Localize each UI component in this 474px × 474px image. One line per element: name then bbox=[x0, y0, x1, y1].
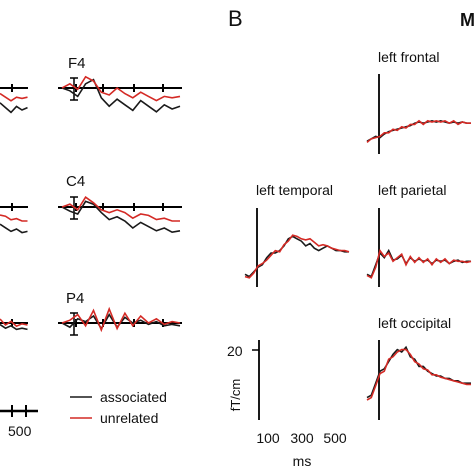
region-label-left-parietal: left parietal bbox=[378, 182, 446, 198]
series-line-c4-unrelated bbox=[61, 196, 180, 222]
region-label-left-occipital: left occipital bbox=[378, 315, 451, 331]
panel-label-clipped: M bbox=[460, 10, 474, 30]
scale-x-tick-label-100: 100 bbox=[256, 430, 280, 446]
series-line-f4-associated bbox=[61, 78, 181, 113]
region-plot-left-temporal: left temporal bbox=[244, 182, 350, 287]
series-line-f4-unrelated bbox=[61, 75, 181, 102]
channel-label-c4: C4 bbox=[66, 173, 85, 190]
panel-a-x-tick-label: 500 bbox=[8, 423, 32, 439]
series-line-left-temporal-associated bbox=[244, 235, 349, 278]
clipped-channel-plots bbox=[0, 84, 28, 331]
region-label-left-temporal: left temporal bbox=[256, 182, 333, 198]
panel-a: F4 C4 P4 500 bbox=[0, 55, 182, 439]
series-line-left-temporal-unrelated bbox=[244, 234, 350, 279]
region-label-left-frontal: left frontal bbox=[378, 49, 439, 65]
legend-label-unrelated: unrelated bbox=[100, 410, 158, 426]
clipped-series-line-0-unrelated bbox=[0, 92, 28, 102]
channel-label-p4: P4 bbox=[66, 290, 84, 307]
clipped-series-line-2-unrelated bbox=[0, 318, 28, 328]
panel-label-b: B bbox=[228, 6, 243, 31]
scale-x-axis-label: ms bbox=[293, 453, 312, 469]
series-line-left-parietal-unrelated bbox=[366, 248, 472, 279]
channel-plot-p4: P4 bbox=[58, 290, 182, 336]
scale-x-tick-label-500: 500 bbox=[323, 430, 347, 446]
series-line-left-frontal-unrelated bbox=[366, 119, 471, 144]
panel-b: left frontal left temporal left parietal… bbox=[227, 49, 472, 469]
clipped-series-line-1-unrelated bbox=[0, 214, 28, 222]
scale-y-axis-label: fT/cm bbox=[228, 379, 243, 412]
series-line-p4-unrelated bbox=[61, 306, 181, 333]
region-plot-left-frontal: left frontal bbox=[366, 49, 471, 154]
channel-plot-c4: C4 bbox=[58, 173, 182, 234]
series-line-c4-associated bbox=[61, 200, 181, 234]
legend: associated unrelated bbox=[70, 389, 167, 426]
region-plot-left-parietal: left parietal bbox=[366, 182, 472, 287]
series-line-left-parietal-associated bbox=[366, 248, 471, 278]
clipped-series-line-1-associated bbox=[0, 223, 28, 234]
channel-plot-f4: F4 bbox=[58, 55, 182, 113]
panel-a-time-axis: 500 bbox=[0, 405, 38, 439]
series-line-left-frontal-associated bbox=[366, 119, 471, 142]
scale-plot: 20 fT/cm 100 300 500 ms bbox=[227, 340, 347, 469]
region-plot-left-occipital: left occipital bbox=[366, 315, 471, 420]
clipped-series-line-0-associated bbox=[0, 102, 28, 114]
legend-label-associated: associated bbox=[100, 389, 167, 405]
clipped-series-line-2-associated bbox=[0, 323, 28, 331]
scale-x-tick-label-300: 300 bbox=[290, 430, 314, 446]
channel-label-f4: F4 bbox=[68, 55, 86, 72]
series-line-left-occipital-unrelated bbox=[366, 348, 471, 401]
scale-y-tick-label: 20 bbox=[227, 343, 243, 359]
